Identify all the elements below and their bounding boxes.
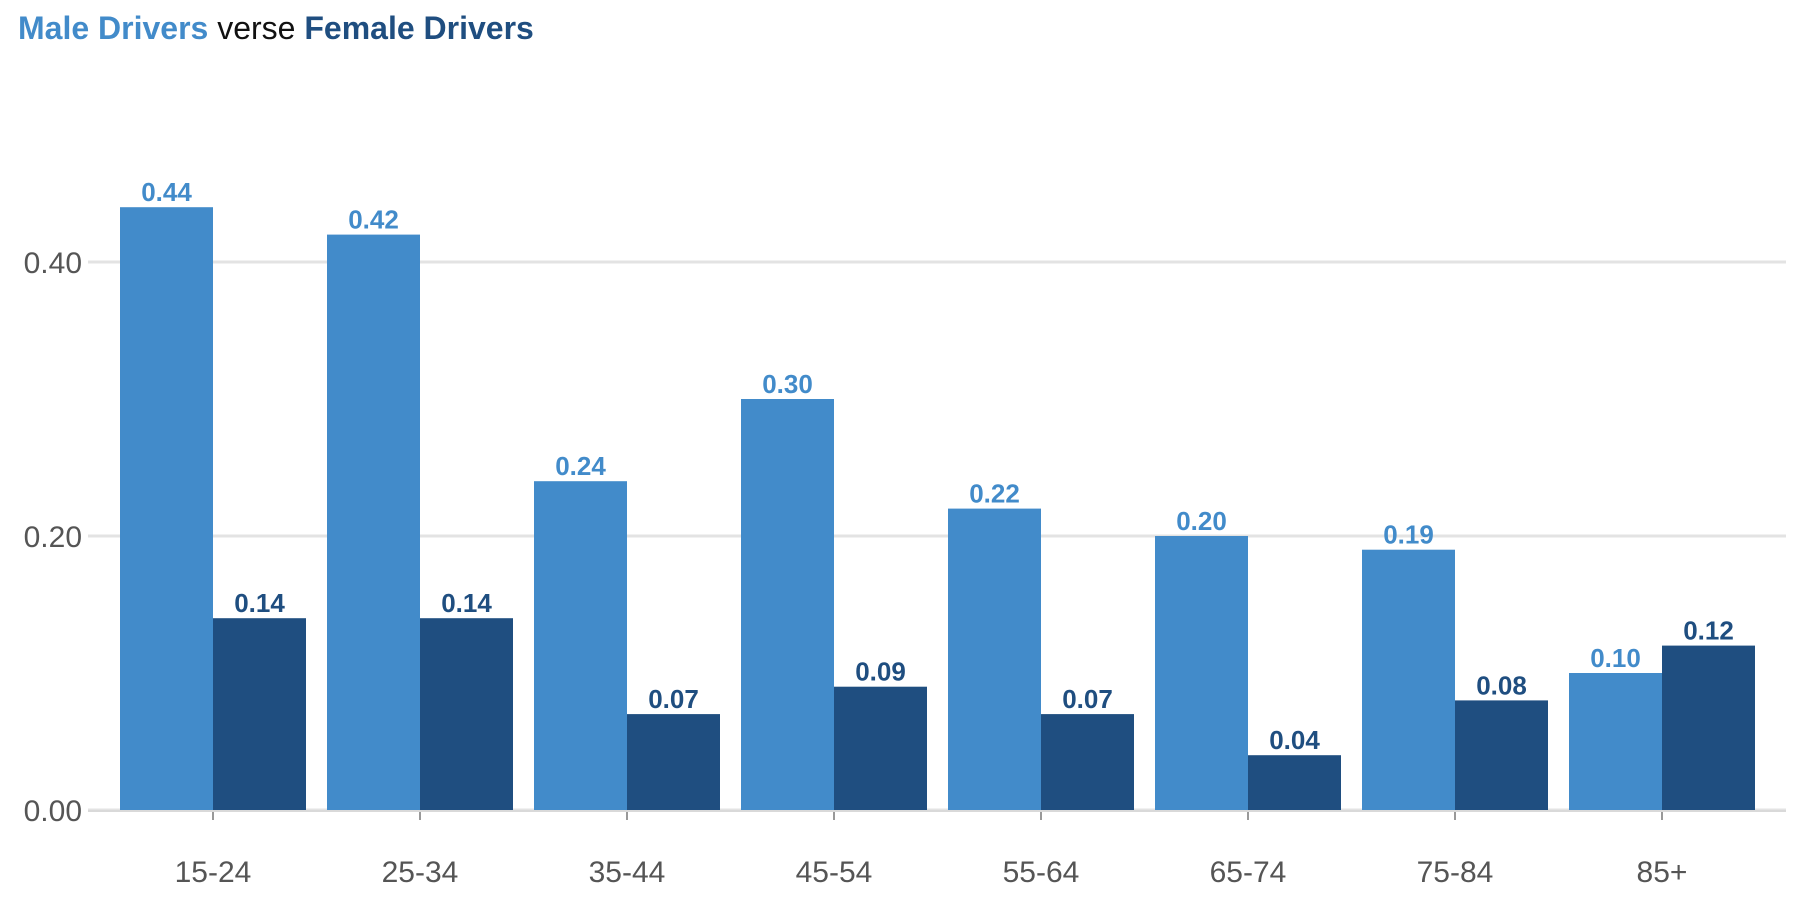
- title-female: Female Drivers: [304, 10, 534, 46]
- male-data-label: 0.20: [1176, 506, 1227, 536]
- female-bar: [1248, 755, 1341, 810]
- title-verse: verse: [208, 10, 305, 46]
- female-bar: [1662, 645, 1755, 810]
- y-tick-label: 0.00: [24, 795, 82, 828]
- female-bar: [420, 618, 513, 810]
- male-bar: [1362, 549, 1455, 810]
- male-data-label: 0.10: [1590, 643, 1641, 673]
- x-tick-label: 65-74: [1210, 856, 1287, 889]
- female-bar: [834, 686, 927, 810]
- chart-title: Male Drivers verse Female Drivers: [18, 8, 534, 48]
- male-bar: [327, 234, 420, 811]
- y-tick-label: 0.40: [24, 247, 82, 280]
- male-bar: [948, 508, 1041, 810]
- male-data-label: 0.22: [969, 479, 1020, 509]
- male-data-label: 0.30: [762, 369, 813, 399]
- y-tick-label: 0.20: [24, 521, 82, 554]
- female-data-label: 0.08: [1476, 670, 1527, 700]
- female-bar: [627, 714, 720, 810]
- male-data-label: 0.24: [555, 451, 606, 481]
- x-tick-label: 25-34: [382, 856, 459, 889]
- female-data-label: 0.12: [1683, 616, 1734, 646]
- male-bar: [120, 207, 213, 810]
- male-data-label: 0.42: [348, 205, 399, 235]
- x-tick-label: 75-84: [1417, 856, 1494, 889]
- female-data-label: 0.14: [234, 588, 285, 618]
- male-bar: [1569, 673, 1662, 810]
- male-bar: [534, 481, 627, 810]
- male-data-label: 0.44: [141, 177, 192, 207]
- female-data-label: 0.07: [648, 684, 699, 714]
- male-data-label: 0.19: [1383, 520, 1434, 550]
- female-bar: [213, 618, 306, 810]
- title-male: Male Drivers: [18, 10, 209, 46]
- x-tick-label: 35-44: [589, 856, 666, 889]
- male-bar: [1155, 536, 1248, 810]
- x-tick-label: 45-54: [796, 856, 873, 889]
- female-data-label: 0.04: [1269, 725, 1320, 755]
- x-tick-label: 15-24: [175, 856, 252, 889]
- x-tick-label: 55-64: [1003, 856, 1080, 889]
- female-bar: [1455, 700, 1548, 810]
- male-bar: [741, 399, 834, 810]
- female-data-label: 0.14: [441, 588, 492, 618]
- x-tick-label: 85+: [1637, 856, 1688, 889]
- female-bar: [1041, 714, 1134, 810]
- female-data-label: 0.07: [1062, 684, 1113, 714]
- female-data-label: 0.09: [855, 657, 906, 687]
